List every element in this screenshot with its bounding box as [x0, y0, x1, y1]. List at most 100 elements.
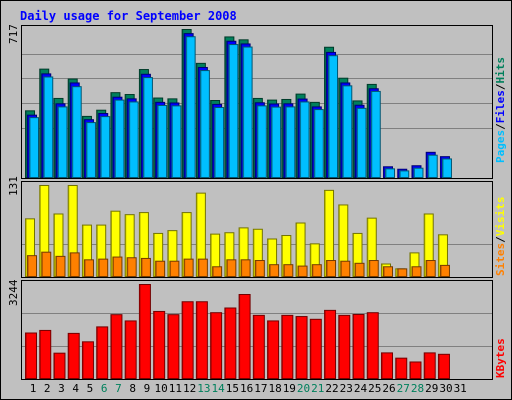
bar-sites-day-7	[112, 256, 123, 278]
day-label-15: 15	[226, 382, 239, 395]
day-label-9: 9	[144, 382, 151, 395]
bar-sites-day-5	[83, 259, 94, 278]
bar-kbytes-day-13	[195, 301, 208, 379]
legend-visits: Visits	[494, 197, 507, 237]
chart-panels: 717 Pages/Files/Hits 131 Sites/Visits 3244 KB…	[7, 24, 507, 380]
day-label-14: 14	[211, 382, 225, 395]
bar-pages-day-17	[256, 105, 267, 178]
panel-1: 717 Pages/Files/Hits	[7, 24, 507, 179]
panel-max-label: 717	[7, 24, 20, 44]
bar-pages-day-6	[100, 116, 111, 178]
bar-pages-day-14	[214, 107, 225, 178]
day-label-22: 22	[325, 382, 338, 395]
bar-sites-day-1	[27, 255, 37, 278]
day-label-4: 4	[72, 382, 79, 395]
bar-kbytes-day-22	[324, 309, 337, 379]
bar-sites-day-26	[383, 266, 393, 278]
day-label-28: 28	[411, 382, 424, 395]
bar-sites-day-30	[439, 264, 450, 278]
panel-3: 3244 KBytes	[7, 279, 507, 380]
bar-sites-day-28	[411, 266, 422, 278]
bar-sites-day-2	[41, 251, 52, 278]
day-label-31: 31	[454, 382, 467, 395]
bar-kbytes-day-15	[224, 307, 237, 379]
bar-pages-day-29	[427, 154, 438, 178]
day-label-16: 16	[240, 382, 253, 395]
bar-kbytes-day-16	[238, 293, 251, 379]
bar-sites-day-19	[283, 264, 294, 277]
bar-kbytes-day-14	[210, 312, 223, 380]
bar-pages-day-28	[413, 167, 424, 179]
bar-sites-day-15	[226, 259, 237, 278]
bar-kbytes-day-21	[309, 318, 322, 380]
day-label-5: 5	[87, 382, 94, 395]
bar-pages-day-13	[199, 70, 210, 178]
bar-sites-day-10	[155, 260, 166, 278]
panel-legend: Sites/Visits	[494, 197, 507, 277]
bar-sites-day-29	[425, 260, 436, 277]
day-label-11: 11	[169, 382, 182, 395]
bar-sites-day-20	[297, 265, 308, 277]
bar-pages-day-30	[441, 158, 452, 178]
day-label-29: 29	[425, 382, 438, 395]
bar-kbytes-day-27	[395, 357, 408, 379]
bar-kbytes-day-7	[110, 314, 123, 379]
bar-kbytes-day-10	[153, 310, 166, 379]
bar-kbytes-day-8	[124, 320, 137, 380]
legend-pages: Pages	[494, 130, 507, 163]
bar-sites-day-9	[140, 257, 151, 278]
bar-pages-day-27	[399, 170, 410, 178]
chart-title: Daily usage for September 2008	[20, 9, 237, 23]
bar-kbytes-day-2	[39, 329, 52, 379]
day-label-26: 26	[382, 382, 395, 395]
bar-kbytes-day-19	[281, 314, 294, 379]
day-label-18: 18	[268, 382, 281, 395]
bar-sites-day-16	[240, 259, 251, 278]
bar-sites-day-27	[397, 268, 408, 277]
bar-kbytes-day-20	[295, 316, 308, 380]
bar-pages-day-4	[71, 86, 82, 178]
bar-sites-day-14	[212, 266, 223, 278]
bar-sites-day-8	[126, 257, 137, 277]
bar-sites-day-11	[169, 260, 180, 278]
bar-pages-day-11	[171, 105, 182, 178]
day-label-12: 12	[183, 382, 196, 395]
legend-sites: Sites	[494, 243, 507, 276]
day-label-8: 8	[129, 382, 136, 395]
bar-sites-day-21	[311, 264, 322, 277]
bar-sites-day-4	[69, 252, 80, 278]
bar-pages-day-3	[57, 106, 68, 178]
bar-pages-day-22	[328, 55, 339, 178]
bar-sites-day-17	[254, 260, 265, 277]
bar-pages-day-1	[29, 117, 39, 179]
bar-kbytes-day-23	[338, 314, 351, 379]
bar-sites-day-22	[326, 260, 337, 277]
bar-pages-day-5	[85, 122, 96, 178]
bar-pages-day-10	[157, 104, 168, 178]
legend-hits: Hits	[494, 57, 507, 84]
bar-kbytes-day-29	[423, 352, 436, 379]
bar-sites-day-24	[354, 262, 365, 277]
bar-sites-day-23	[340, 260, 351, 278]
bar-pages-day-7	[114, 99, 125, 178]
day-label-6: 6	[101, 382, 108, 395]
bar-kbytes-day-26	[381, 352, 393, 379]
bar-sites-day-12	[183, 258, 194, 277]
bar-kbytes-day-28	[409, 361, 422, 380]
bar-sites-day-13	[197, 258, 208, 277]
day-label-2: 2	[44, 382, 51, 395]
panel-max-label: 3244	[7, 279, 20, 306]
bar-kbytes-day-5	[81, 341, 94, 380]
bar-kbytes-day-12	[181, 301, 194, 379]
bar-sites-day-3	[55, 255, 66, 277]
bar-pages-day-19	[285, 106, 296, 178]
day-label-1: 1	[30, 382, 37, 395]
day-label-19: 19	[283, 382, 296, 395]
day-label-25: 25	[368, 382, 381, 395]
bar-kbytes-day-3	[53, 352, 66, 379]
day-label-17: 17	[254, 382, 267, 395]
bar-pages-day-20	[299, 101, 310, 178]
bar-kbytes-day-17	[252, 314, 265, 379]
bar-pages-day-18	[271, 106, 282, 178]
